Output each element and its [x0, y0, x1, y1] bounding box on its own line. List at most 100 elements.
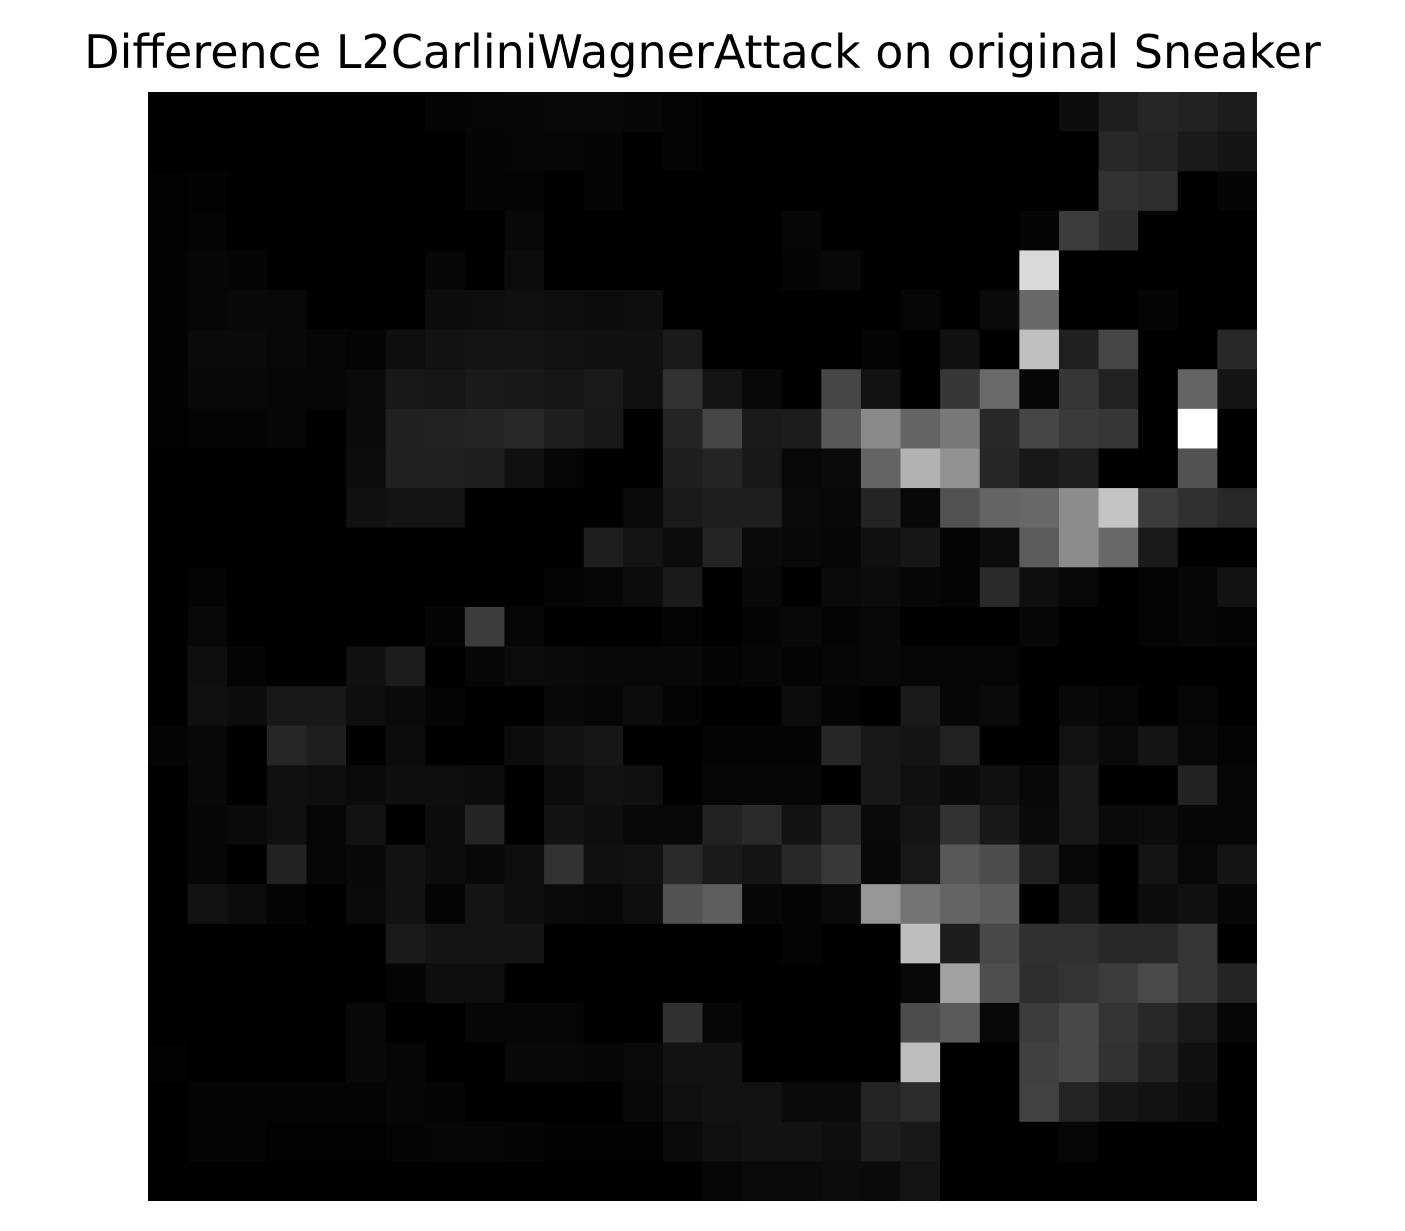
heatmap-cell-r20-c18: [860, 884, 902, 925]
heatmap-cell-r19-c26: [1177, 844, 1218, 885]
heatmap-cell-r21-c19: [900, 923, 941, 964]
heatmap-cell-r10-c0: [148, 488, 189, 529]
heatmap-cell-r3-c5: [346, 210, 387, 252]
heatmap-cell-r6-c22: [1019, 329, 1060, 370]
heatmap-cell-r21-c20: [940, 923, 981, 964]
heatmap-cell-r23-c10: [544, 1002, 585, 1044]
heatmap-cell-r5-c13: [662, 290, 704, 331]
heatmap-cell-r8-c13: [662, 408, 704, 450]
heatmap-cell-r0-c8: [464, 92, 506, 133]
heatmap-cell-r14-c7: [425, 646, 466, 687]
heatmap-cell-r5-c11: [583, 290, 624, 331]
heatmap-cell-r16-c16: [781, 725, 822, 766]
heatmap-cell-r17-c5: [346, 765, 387, 806]
heatmap-cell-r14-c1: [187, 646, 228, 687]
heatmap-cell-r19-c24: [1098, 844, 1139, 885]
heatmap-cell-r10-c14: [702, 488, 743, 529]
heatmap-cell-r11-c0: [148, 527, 189, 568]
heatmap-cell-r4-c7: [425, 250, 466, 291]
heatmap-cell-r9-c7: [425, 448, 466, 489]
heatmap-cell-r7-c3: [266, 369, 308, 410]
heatmap-cell-r22-c11: [583, 963, 624, 1004]
heatmap-cell-r9-c25: [1138, 448, 1179, 489]
heatmap-cell-r26-c14: [702, 1121, 743, 1162]
heatmap-cell-r0-c5: [346, 92, 387, 133]
heatmap-cell-r1-c2: [227, 131, 268, 172]
heatmap-cell-r7-c27: [1217, 369, 1257, 410]
heatmap-cell-r12-c24: [1098, 567, 1139, 608]
heatmap-cell-r21-c11: [583, 923, 624, 964]
heatmap-cell-r1-c26: [1177, 131, 1218, 172]
heatmap-cell-r9-c9: [504, 448, 545, 489]
heatmap-cell-r20-c17: [821, 884, 862, 925]
heatmap-cell-r11-c25: [1138, 527, 1179, 568]
heatmap-cell-r0-c9: [504, 92, 545, 133]
heatmap-cell-r27-c21: [979, 1161, 1020, 1201]
heatmap-cell-r22-c18: [860, 963, 902, 1004]
heatmap-cell-r14-c4: [306, 646, 347, 687]
heatmap-cell-r20-c0: [148, 884, 189, 925]
heatmap-cell-r23-c5: [346, 1002, 387, 1044]
heatmap-cell-r19-c13: [662, 844, 704, 885]
heatmap-cell-r20-c2: [227, 884, 268, 925]
heatmap-cell-r17-c9: [504, 765, 545, 806]
heatmap-cell-r22-c7: [425, 963, 466, 1004]
heatmap-cell-r10-c18: [860, 488, 902, 529]
heatmap-cell-r27-c26: [1177, 1161, 1218, 1201]
heatmap-cell-r24-c25: [1138, 1042, 1179, 1083]
heatmap-cell-r5-c12: [623, 290, 664, 331]
heatmap-cell-r26-c11: [583, 1121, 624, 1162]
heatmap-cell-r26-c26: [1177, 1121, 1218, 1162]
heatmap-cell-r0-c2: [227, 92, 268, 133]
heatmap-cell-r18-c25: [1138, 804, 1179, 846]
heatmap-cell-r10-c15: [742, 488, 783, 529]
heatmap-cell-r3-c27: [1217, 210, 1257, 252]
heatmap-cell-r22-c24: [1098, 963, 1139, 1004]
heatmap-cell-r25-c16: [781, 1082, 822, 1123]
heatmap-cell-r17-c1: [187, 765, 228, 806]
heatmap-cell-r14-c20: [940, 646, 981, 687]
heatmap-cell-r10-c19: [900, 488, 941, 529]
heatmap-cell-r14-c8: [464, 646, 506, 687]
heatmap-cell-r16-c27: [1217, 725, 1257, 766]
heatmap-cell-r9-c22: [1019, 448, 1060, 489]
heatmap-cell-r10-c8: [464, 488, 506, 529]
heatmap-cell-r17-c16: [781, 765, 822, 806]
heatmap-cell-r3-c2: [227, 210, 268, 252]
heatmap-cell-r7-c26: [1177, 369, 1218, 410]
heatmap-cell-r8-c22: [1019, 408, 1060, 450]
heatmap-cell-r17-c26: [1177, 765, 1218, 806]
heatmap-cell-r8-c23: [1058, 408, 1100, 450]
heatmap-cell-r12-c7: [425, 567, 466, 608]
heatmap-cell-r12-c18: [860, 567, 902, 608]
heatmap-cell-r10-c4: [306, 488, 347, 529]
heatmap-cell-r1-c13: [662, 131, 704, 172]
heatmap-cell-r9-c12: [623, 448, 664, 489]
heatmap-cell-r3-c6: [385, 210, 426, 252]
heatmap-cell-r15-c6: [385, 686, 426, 727]
heatmap-cell-r18-c27: [1217, 804, 1257, 846]
heatmap-cell-r11-c23: [1058, 527, 1100, 568]
heatmap-cell-r1-c3: [266, 131, 308, 172]
heatmap-cell-r8-c19: [900, 408, 941, 450]
heatmap-cell-r9-c23: [1058, 448, 1100, 489]
heatmap-cell-r15-c17: [821, 686, 862, 727]
heatmap-cell-r18-c0: [148, 804, 189, 846]
heatmap-cell-r24-c2: [227, 1042, 268, 1083]
heatmap-cell-r27-c25: [1138, 1161, 1179, 1201]
heatmap-cell-r3-c20: [940, 210, 981, 252]
heatmap-cell-r24-c15: [742, 1042, 783, 1083]
heatmap-cell-r5-c23: [1058, 290, 1100, 331]
heatmap-cell-r18-c24: [1098, 804, 1139, 846]
chart-title: Difference L2CarliniWagnerAttack on orig…: [84, 25, 1321, 79]
heatmap-cell-r17-c23: [1058, 765, 1100, 806]
heatmap-cell-r22-c2: [227, 963, 268, 1004]
heatmap-cell-r21-c1: [187, 923, 228, 964]
heatmap-cell-r15-c7: [425, 686, 466, 727]
heatmap-cell-r2-c4: [306, 171, 347, 212]
heatmap-cell-r24-c8: [464, 1042, 506, 1083]
heatmap-cell-r15-c14: [702, 686, 743, 727]
heatmap-cell-r25-c27: [1217, 1082, 1257, 1123]
heatmap-cell-r21-c2: [227, 923, 268, 964]
heatmap-cell-r16-c4: [306, 725, 347, 766]
